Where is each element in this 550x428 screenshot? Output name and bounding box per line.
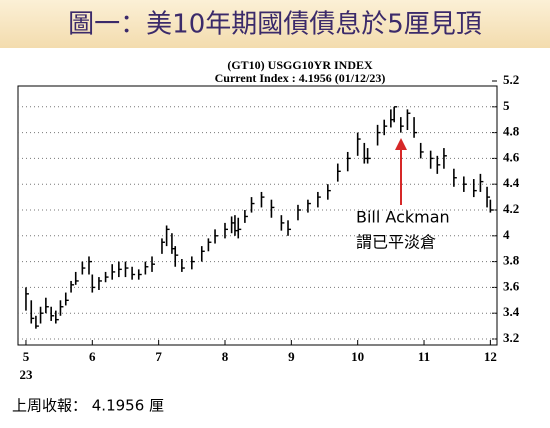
x-tick-label: 5 bbox=[23, 349, 30, 364]
y-tick-label: 3.8 bbox=[503, 253, 520, 268]
y-tick-label: 3.2 bbox=[503, 330, 519, 345]
y-tick-label: 3.6 bbox=[503, 278, 520, 293]
header-title: 圖一：美10年期國債債息於5厘見頂 bbox=[68, 10, 482, 40]
chart-title: (GT10) USGG10YR INDEX bbox=[227, 58, 373, 72]
x-tick-label: 9 bbox=[288, 349, 295, 364]
chart-subtitle: Current Index : 4.1956 (01/12/23) bbox=[215, 71, 386, 85]
x-tick-label: 7 bbox=[155, 349, 162, 364]
y-tick-label: 4.8 bbox=[503, 124, 520, 139]
x-tick-label: 8 bbox=[222, 349, 229, 364]
annotation-line: 謂已平淡倉 bbox=[356, 233, 436, 252]
y-tick-label: 4 bbox=[503, 227, 510, 242]
header-band bbox=[0, 0, 550, 48]
y-tick-label: 5 bbox=[503, 98, 510, 113]
y-tick-label: 3.4 bbox=[503, 304, 520, 319]
y-tick-label: 4.6 bbox=[503, 149, 520, 164]
footer-text: 上周收報： 4.1956 厘 bbox=[12, 397, 164, 415]
y-tick-label: 4.4 bbox=[503, 175, 520, 190]
x-year-label: 23 bbox=[19, 367, 33, 382]
y-tick-label: 4.2 bbox=[503, 201, 519, 216]
x-tick-label: 11 bbox=[418, 349, 430, 364]
x-tick-label: 10 bbox=[351, 349, 364, 364]
annotation-line: Bill Ackman bbox=[356, 208, 450, 227]
x-tick-label: 12 bbox=[484, 349, 497, 364]
annotation-arrowhead bbox=[395, 138, 407, 150]
plot-frame bbox=[17, 85, 498, 346]
y-tick-label: 5.2 bbox=[503, 72, 519, 87]
x-tick-label: 6 bbox=[89, 349, 96, 364]
